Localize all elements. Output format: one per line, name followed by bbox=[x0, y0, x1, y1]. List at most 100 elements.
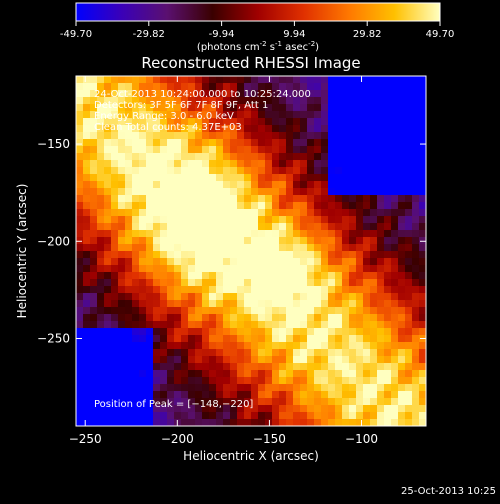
heatmap-cell bbox=[188, 272, 196, 280]
heatmap-cell bbox=[76, 139, 84, 147]
heatmap-cell bbox=[181, 412, 189, 420]
heatmap-cell bbox=[370, 377, 378, 385]
heatmap-cell bbox=[104, 349, 112, 357]
heatmap-cell bbox=[244, 90, 252, 98]
heatmap-cell bbox=[293, 125, 301, 133]
heatmap-cell bbox=[181, 111, 189, 119]
heatmap-cell bbox=[321, 181, 329, 189]
heatmap-cell bbox=[321, 174, 329, 182]
heatmap-cell bbox=[216, 118, 224, 126]
heatmap-cell bbox=[265, 125, 273, 133]
heatmap-cell bbox=[300, 139, 308, 147]
heatmap-cell bbox=[286, 97, 294, 105]
heatmap-cell bbox=[293, 377, 301, 385]
heatmap-cell bbox=[391, 377, 399, 385]
heatmap-cell bbox=[209, 97, 217, 105]
heatmap-cell bbox=[90, 244, 98, 252]
heatmap-cell bbox=[370, 167, 378, 175]
heatmap-cell bbox=[146, 76, 154, 84]
heatmap-cell bbox=[167, 342, 175, 350]
heatmap-cell bbox=[237, 76, 245, 84]
heatmap-cell bbox=[314, 363, 322, 371]
heatmap-cell bbox=[363, 90, 371, 98]
heatmap-cell bbox=[90, 139, 98, 147]
heatmap-cell bbox=[370, 272, 378, 280]
heatmap-cell bbox=[342, 83, 350, 91]
heatmap-cell bbox=[160, 195, 168, 203]
heatmap-cell bbox=[202, 356, 210, 364]
heatmap-cell bbox=[216, 398, 224, 406]
heatmap-cell bbox=[279, 279, 287, 287]
heatmap-cell bbox=[244, 83, 252, 91]
heatmap-cell bbox=[132, 132, 140, 140]
heatmap-cell bbox=[398, 286, 406, 294]
heatmap-cell bbox=[419, 167, 426, 175]
heatmap-cell bbox=[174, 307, 182, 315]
heatmap-cell bbox=[76, 328, 84, 336]
heatmap-cell bbox=[328, 160, 336, 168]
heatmap-cell bbox=[356, 202, 364, 210]
heatmap-cell bbox=[132, 398, 140, 406]
heatmap-cell bbox=[167, 216, 175, 224]
heatmap-cell bbox=[412, 188, 420, 196]
heatmap-cell bbox=[111, 342, 119, 350]
heatmap-cell bbox=[272, 139, 280, 147]
heatmap-cell bbox=[174, 118, 182, 126]
heatmap-cell bbox=[188, 76, 196, 84]
heatmap-cell bbox=[398, 174, 406, 182]
heatmap-cell bbox=[335, 174, 343, 182]
heatmap-cell bbox=[370, 265, 378, 273]
heatmap-cell bbox=[412, 405, 420, 413]
heatmap-cell bbox=[97, 216, 105, 224]
heatmap-cell bbox=[279, 181, 287, 189]
heatmap-cell bbox=[195, 328, 203, 336]
heatmap-cell bbox=[363, 391, 371, 399]
heatmap-cell bbox=[384, 384, 392, 392]
heatmap-cell bbox=[167, 209, 175, 217]
heatmap-cell bbox=[160, 342, 168, 350]
heatmap-cell bbox=[181, 328, 189, 336]
heatmap-cell bbox=[300, 258, 308, 266]
heatmap-cell bbox=[279, 209, 287, 217]
heatmap-cell bbox=[174, 195, 182, 203]
heatmap-cell bbox=[153, 237, 161, 245]
heatmap-cell bbox=[160, 356, 168, 364]
peak-position-label: Position of Peak = [−148,−220] bbox=[94, 399, 253, 410]
heatmap-cell bbox=[230, 195, 238, 203]
y-tick-label: −150 bbox=[37, 137, 70, 151]
heatmap-cell bbox=[97, 230, 105, 238]
heatmap-cell bbox=[251, 237, 259, 245]
heatmap-cell bbox=[139, 146, 147, 154]
heatmap-cell bbox=[209, 356, 217, 364]
heatmap-cell bbox=[377, 398, 385, 406]
heatmap-cell bbox=[412, 293, 420, 301]
heatmap-cell bbox=[83, 321, 91, 329]
heatmap-cell bbox=[202, 111, 210, 119]
heatmap-cell bbox=[97, 153, 105, 161]
heatmap-cell bbox=[181, 293, 189, 301]
heatmap-cell bbox=[335, 321, 343, 329]
heatmap-cell bbox=[258, 244, 266, 252]
heatmap-cell bbox=[279, 132, 287, 140]
heatmap-cell bbox=[167, 405, 175, 413]
heatmap-cell bbox=[335, 405, 343, 413]
heatmap-cell bbox=[153, 188, 161, 196]
heatmap-cell bbox=[209, 244, 217, 252]
heatmap-cell bbox=[188, 342, 196, 350]
heatmap-cell bbox=[209, 174, 217, 182]
heatmap-cell bbox=[83, 405, 91, 413]
heatmap-cell bbox=[216, 153, 224, 161]
heatmap-cell bbox=[370, 146, 378, 154]
heatmap-cell bbox=[356, 90, 364, 98]
heatmap-cell bbox=[195, 202, 203, 210]
heatmap-cell bbox=[258, 265, 266, 273]
heatmap-cell bbox=[272, 188, 280, 196]
heatmap-cell bbox=[279, 237, 287, 245]
heatmap-cell bbox=[258, 167, 266, 175]
heatmap-cell bbox=[244, 195, 252, 203]
heatmap-cell bbox=[314, 139, 322, 147]
heatmap-cell bbox=[349, 314, 357, 322]
heatmap-cell bbox=[181, 405, 189, 413]
heatmap-cell bbox=[216, 377, 224, 385]
heatmap-cell bbox=[279, 125, 287, 133]
